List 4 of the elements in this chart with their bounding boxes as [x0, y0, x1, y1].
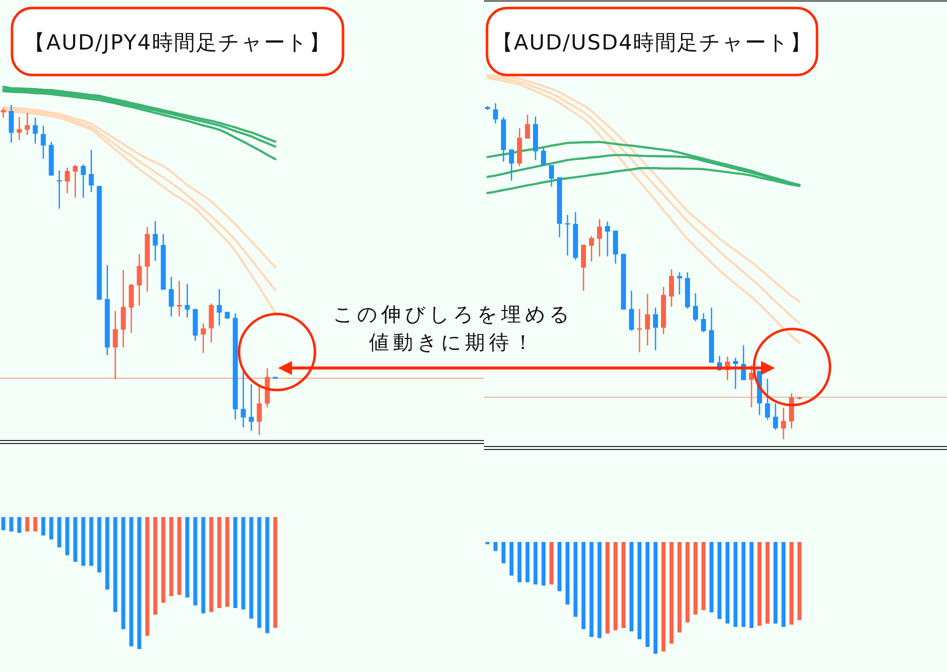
chart-title: 【AUD/USD4時間足チャート】: [492, 30, 812, 54]
annotation: 値動きに期待！: [369, 330, 537, 354]
chart-title: 【AUD/JPY4時間足チャート】: [24, 30, 331, 54]
annotation: この伸びしろを埋める: [333, 302, 573, 326]
